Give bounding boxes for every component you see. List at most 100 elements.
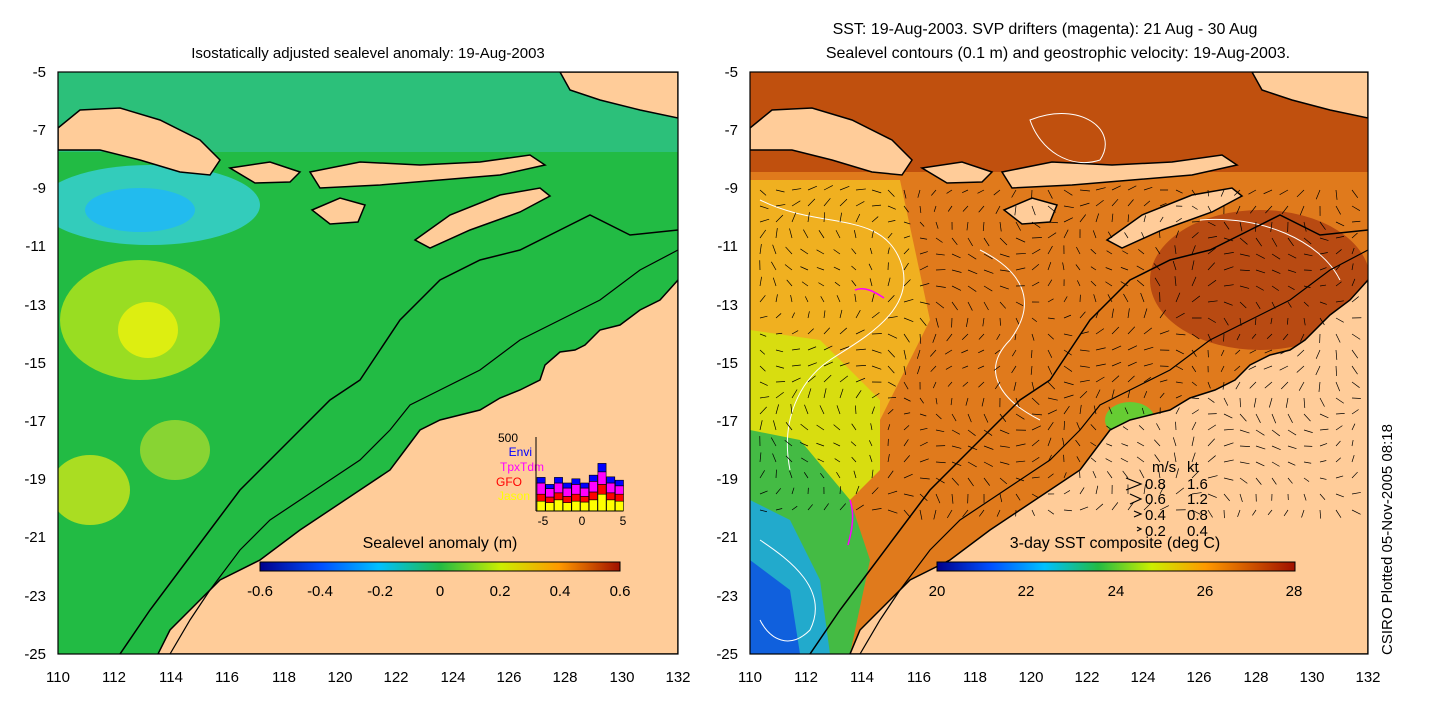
velocity-arrow	[839, 486, 842, 495]
inset-bar-gfo	[545, 496, 555, 503]
velocity-arrow	[807, 328, 814, 335]
velocity-arrow	[919, 237, 928, 240]
velocity-arrow	[983, 253, 993, 260]
velocity-arrow	[1015, 301, 1024, 306]
velocity-arrow	[903, 298, 914, 303]
velocity-arrow	[1236, 333, 1241, 341]
velocity-arrow	[1106, 443, 1113, 447]
velocity-arrow	[999, 413, 1007, 422]
velocity-arrow	[1143, 363, 1153, 367]
velocity-arrow	[1031, 476, 1040, 479]
velocity-arrow	[1138, 425, 1145, 431]
velocity-arrow	[967, 253, 977, 260]
velocity-arrow	[1095, 485, 1099, 495]
velocity-arrow	[1191, 421, 1197, 431]
velocity-arrow	[1287, 301, 1292, 308]
java-island	[58, 107, 221, 176]
velocity-arrow	[816, 249, 825, 255]
velocity-arrow	[1063, 420, 1065, 431]
x-tick-label: 120	[1018, 669, 1043, 686]
velocity-arrow	[871, 487, 879, 495]
velocity-arrow	[1263, 189, 1273, 195]
velocity-arrow	[759, 205, 769, 210]
velocity-arrow	[870, 423, 873, 431]
velocity-arrow	[871, 508, 882, 511]
velocity-arrow	[791, 505, 798, 511]
velocity-arrow	[791, 188, 802, 191]
velocity-arrow	[887, 189, 895, 197]
inset-bar-gfo	[571, 493, 581, 502]
velocity-arrow	[1111, 326, 1120, 335]
velocity-arrow	[1319, 443, 1328, 447]
flores-island	[1000, 154, 1239, 189]
velocity-arrow	[1143, 391, 1148, 399]
velocity-arrow	[839, 388, 844, 399]
velocity-arrow	[983, 445, 994, 450]
velocity-arrow	[1095, 187, 1106, 191]
velocity-arrow	[820, 296, 825, 303]
velocity-arrow	[947, 205, 953, 212]
velocity-arrow	[1030, 365, 1033, 375]
velocity-arrow	[931, 189, 937, 196]
inset-bar-envi	[588, 474, 598, 482]
velocity-arrow	[853, 470, 857, 479]
velocity-arrow	[839, 503, 847, 511]
inset-x-tick: 0	[579, 514, 586, 528]
x-tick-label: 110	[46, 669, 70, 686]
velocity-arrow	[1095, 309, 1100, 319]
velocity-arrow	[1207, 205, 1212, 213]
velocity-arrow	[1239, 461, 1250, 465]
velocity-arrow	[916, 349, 921, 359]
velocity-arrow	[1111, 361, 1122, 367]
velocity-arrow	[869, 247, 873, 255]
velocity-arrow	[1075, 264, 1081, 271]
velocity-arrow	[1191, 436, 1195, 447]
velocity-arrow	[850, 441, 857, 447]
velocity-arrow	[935, 301, 945, 309]
velocity-arrow	[929, 349, 937, 357]
velocity-arrow	[871, 406, 875, 415]
velocity-arrow	[1303, 221, 1307, 232]
x-tick-label: 114	[850, 669, 874, 686]
velocity-arrow	[820, 472, 825, 479]
velocity-arrow	[1143, 186, 1153, 191]
velocity-arrow	[1335, 509, 1342, 518]
velocity-arrow	[1287, 285, 1295, 290]
velocity-arrow	[1191, 381, 1197, 387]
velocity-arrow	[854, 293, 857, 303]
velocity-arrow	[887, 232, 893, 239]
inset-bar-jason	[554, 499, 563, 512]
velocity-arrow	[1351, 247, 1355, 255]
velocity-arrow	[1351, 220, 1361, 223]
velocity-arrow	[996, 333, 1001, 340]
velocity-arrow	[903, 279, 911, 287]
velocity-arrow	[1095, 213, 1100, 223]
right-y-axis: -5 -7 -9 -11 -13 -15 -17 -19 -21 -23 -25	[716, 64, 738, 663]
velocity-arrow	[1252, 509, 1257, 516]
velocity-arrow	[1015, 413, 1025, 420]
velocity-arrow	[791, 200, 801, 207]
x-tick-label: 116	[907, 669, 931, 686]
velocity-arrow	[1191, 260, 1195, 271]
velocity-arrow	[1207, 475, 1218, 479]
velocity-arrow	[999, 237, 1008, 246]
velocity-arrow	[855, 377, 866, 383]
velocity-arrow	[1111, 213, 1114, 223]
velocity-arrow	[919, 221, 925, 227]
high-anomaly-core	[118, 302, 178, 358]
velocity-arrow	[1143, 502, 1152, 511]
x-tick-label: 128	[552, 669, 577, 686]
velocity-arrow	[903, 509, 911, 518]
shelf-contour	[809, 214, 1368, 654]
velocity-arrow	[868, 440, 873, 447]
velocity-arrow	[807, 185, 818, 191]
velocity-arrow	[1335, 300, 1344, 303]
velocity-arrow	[823, 388, 827, 399]
velocity-arrow	[855, 365, 866, 367]
geostrophic-velocity-field	[759, 185, 1362, 520]
velocity-arrow	[951, 493, 954, 504]
y-tick-label: -21	[716, 529, 738, 546]
velocity-legend-kt: 0.8	[1187, 507, 1208, 524]
right-title-line1: SST: 19-Aug-2003. SVP drifters (magenta)…	[833, 21, 1258, 38]
velocity-arrow	[836, 405, 841, 415]
